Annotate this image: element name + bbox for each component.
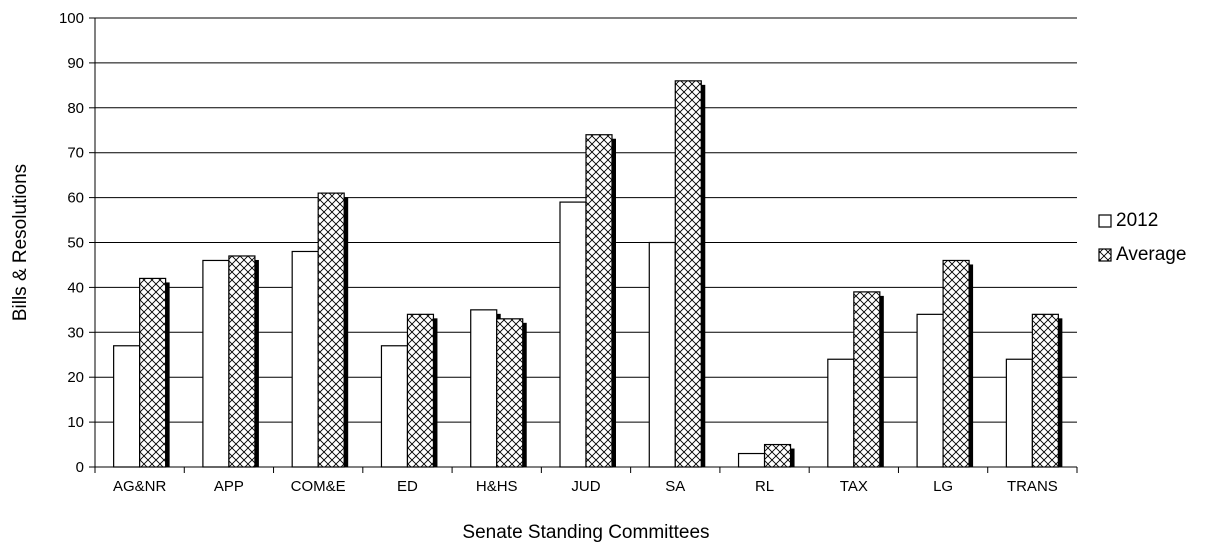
x-tick-label: LG: [933, 478, 953, 495]
legend-swatch-average: [1098, 248, 1112, 262]
bar-average-h&hs: [496, 318, 524, 468]
legend-label-average: Average: [1116, 244, 1186, 265]
bar-2012-rl: [737, 452, 766, 468]
tick-labels: 0 10 20 30 40 50 60 70 80 90 100 AG&NR APP COM&E ED H&H…: [59, 10, 1058, 495]
y-tick-label: 0: [76, 459, 84, 476]
legend-label-2012: 2012: [1116, 210, 1158, 231]
bar-2012-lg: [916, 313, 944, 468]
x-tick-label: COM&E: [291, 478, 346, 495]
bar-2012-ed: [380, 345, 409, 468]
bar-average-rl: [763, 443, 792, 468]
y-tick-label: 50: [67, 235, 84, 252]
y-tick-label: 80: [67, 100, 84, 117]
bar-2012-sa: [648, 241, 676, 468]
bar-average-com&e: [317, 192, 345, 468]
bar-2012-h&hs: [470, 309, 498, 468]
x-tick-label: AG&NR: [113, 478, 167, 495]
y-tick-label: 100: [59, 10, 84, 27]
x-axis-title: Senate Standing Committees: [462, 522, 709, 543]
bar-average-sa: [674, 80, 702, 468]
y-tick-label: 90: [67, 55, 84, 72]
x-tick-label: ED: [397, 478, 418, 495]
axes: [89, 17, 1078, 473]
bar-average-tax: [853, 291, 881, 468]
bar-2012-trans: [1005, 358, 1033, 468]
y-tick-label: 10: [67, 414, 84, 431]
bar-average-jud: [585, 134, 613, 468]
bar-2012-app: [202, 259, 230, 468]
x-tick-label: RL: [755, 478, 774, 495]
bar-average-lg: [942, 259, 970, 468]
y-tick-label: 40: [67, 279, 84, 296]
x-tick-label: APP: [214, 478, 244, 495]
legend-swatch-2012: [1098, 214, 1112, 228]
bar-average-ag&nr: [139, 277, 167, 468]
bar-average-trans: [1031, 313, 1059, 468]
x-tick-label: JUD: [571, 478, 600, 495]
y-tick-label: 60: [67, 190, 84, 207]
bars: [113, 80, 1063, 468]
bar-average-ed: [406, 313, 435, 468]
x-tick-label: H&HS: [476, 478, 518, 495]
bar-2012-jud: [559, 201, 587, 468]
x-tick-label: TRANS: [1007, 478, 1058, 495]
bar-2012-ag&nr: [113, 345, 141, 468]
y-tick-label: 70: [67, 145, 84, 162]
x-tick-label: SA: [665, 478, 685, 495]
bar-average-app: [228, 255, 256, 468]
bar-2012-com&e: [291, 250, 319, 468]
y-tick-label: 30: [67, 324, 84, 341]
x-tick-label: TAX: [840, 478, 868, 495]
y-tick-label: 20: [67, 369, 84, 386]
bar-2012-tax: [827, 358, 855, 468]
y-axis-title: Bills & Resolutions: [10, 164, 31, 321]
legend: 2012 Average: [1098, 210, 1186, 265]
